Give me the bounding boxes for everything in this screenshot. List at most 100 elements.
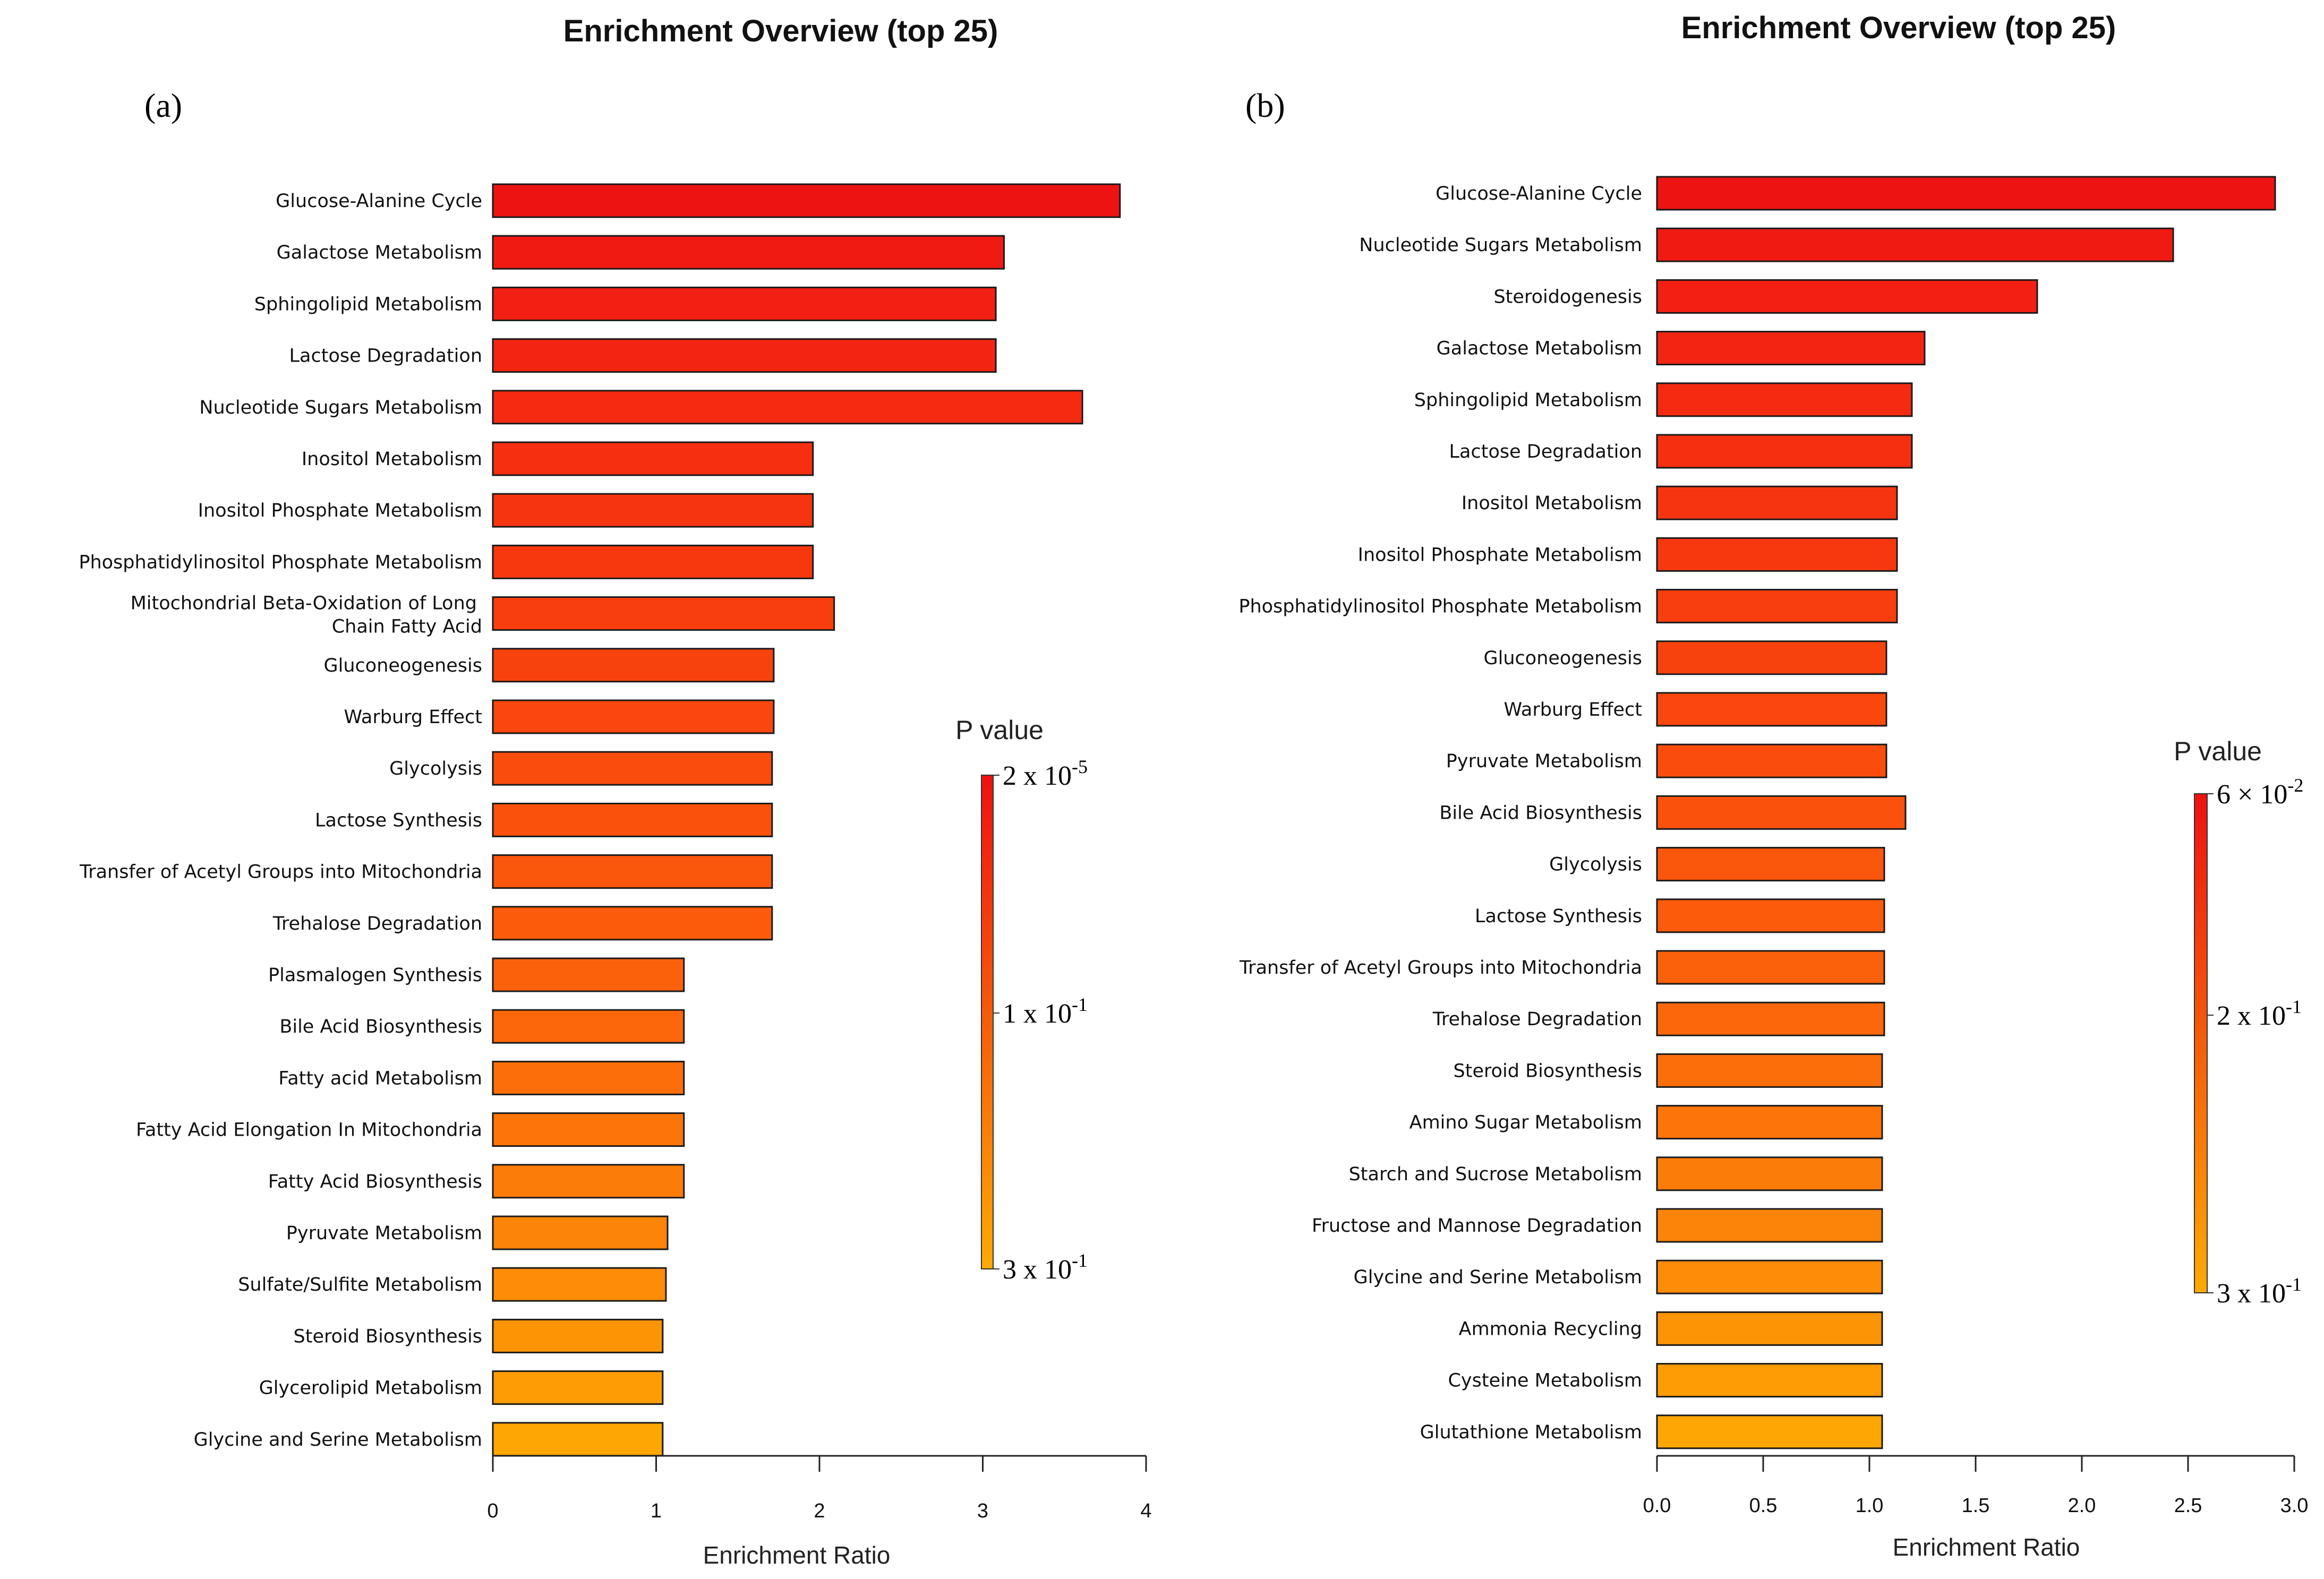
bar — [1656, 382, 1913, 417]
bar — [1656, 589, 1898, 624]
category-label: Fatty Acid Elongation In Mitochondria — [136, 1120, 482, 1141]
pvalue-legend-b: P value 6 × 10-2 2 x 10-1 3 x 10-1 — [2174, 736, 2303, 1309]
bar — [1656, 898, 1885, 933]
chart-panel-a: Enrichment Overview (top 25) (a) Glucose… — [79, 14, 1151, 1569]
bars-a — [492, 183, 1121, 1457]
bar — [1656, 1105, 1883, 1140]
category-label: Inositol Phosphate Metabolism — [198, 500, 482, 521]
legend-tick-label: 2 x 10-1 — [2217, 996, 2302, 1031]
panel-label-a: (a) — [144, 87, 182, 124]
category-label: Sphingolipid Metabolism — [254, 294, 482, 315]
pvalue-legend-a: P value 2 x 10-5 1 x 10-1 3 x 10-1 — [955, 715, 1088, 1285]
bar — [492, 1112, 685, 1147]
bar — [1656, 1259, 1883, 1294]
legend-tick-label: 6 × 10-2 — [2217, 775, 2303, 810]
category-label: Transfer of Acetyl Groups into Mitochond… — [79, 862, 482, 883]
category-label: Phosphatidylinositol Phosphate Metabolis… — [1238, 596, 1642, 617]
category-label: Lactose Degradation — [289, 346, 482, 367]
bar — [492, 802, 773, 837]
category-label: Trehalose Degradation — [1432, 1009, 1642, 1030]
category-label: Trehalose Degradation — [272, 913, 482, 934]
x-tick-label: 2.0 — [2068, 1495, 2096, 1517]
category-labels-b: Glucose-Alanine Cycle Nucleotide Sugars M… — [1238, 183, 1642, 1443]
x-tick-label: 0.0 — [1643, 1495, 1671, 1517]
category-label: Sulfate/Sulfite Metabolism — [238, 1274, 482, 1295]
category-label: Glycine and Serine Metabolism — [194, 1429, 482, 1451]
bar — [492, 544, 814, 579]
x-axis-a: 0 1 2 3 4 — [487, 1455, 1152, 1522]
x-tick-label: 0.5 — [1749, 1495, 1778, 1517]
bar — [492, 1215, 669, 1250]
bar — [492, 235, 1005, 270]
category-label: Lactose Synthesis — [1475, 906, 1642, 927]
bar — [492, 338, 997, 373]
legend-tick-label: 3 x 10-1 — [1003, 1250, 1088, 1285]
bars-b — [1656, 176, 2276, 1449]
category-label: Pyruvate Metabolism — [286, 1223, 482, 1244]
bar — [1656, 537, 1898, 572]
bar — [492, 286, 997, 321]
pvalue-colorbar — [981, 775, 994, 1269]
bar — [492, 906, 773, 941]
legend-tick-label: 3 x 10-1 — [2217, 1274, 2302, 1309]
bar — [492, 493, 814, 528]
x-tick-label: 2.5 — [2174, 1495, 2202, 1517]
category-label: Sphingolipid Metabolism — [1414, 390, 1642, 411]
bar — [1656, 279, 2038, 314]
bar — [1656, 743, 1887, 778]
bar — [492, 183, 1121, 218]
category-label: Galactose Metabolism — [1437, 338, 1642, 359]
category-label: Steroid Biosynthesis — [294, 1326, 483, 1347]
bar — [492, 751, 773, 786]
legend-title: P value — [955, 715, 1044, 745]
category-label: Glycolysis — [1549, 854, 1642, 876]
category-label: Inositol Metabolism — [1462, 493, 1642, 514]
bar — [1656, 227, 2174, 262]
x-axis-label-a: Enrichment Ratio — [703, 1541, 891, 1569]
x-axis-label-b: Enrichment Ratio — [1893, 1533, 2080, 1561]
bar — [1656, 640, 1887, 675]
category-label: Glycolysis — [389, 758, 482, 779]
category-label: Nucleotide Sugars Metabolism — [1359, 235, 1642, 256]
bar — [492, 854, 773, 889]
bar — [492, 1060, 685, 1095]
category-label: Pyruvate Metabolism — [1446, 751, 1642, 772]
category-label: Glucose-Alanine Cycle — [276, 191, 482, 212]
x-tick-label: 3.0 — [2280, 1495, 2309, 1517]
bar — [1656, 795, 1907, 830]
x-tick-label: 3 — [977, 1500, 988, 1522]
category-label: Glycine and Serine Metabolism — [1354, 1267, 1642, 1288]
category-label: Lactose Degradation — [1449, 441, 1642, 462]
category-label: Nucleotide Sugars Metabolism — [199, 397, 482, 418]
category-label: Warburg Effect — [344, 707, 482, 728]
x-tick-label: 1 — [651, 1500, 662, 1522]
bar — [1656, 1208, 1883, 1243]
category-label: Bile Acid Biosynthesis — [279, 1016, 482, 1037]
bar — [492, 699, 775, 734]
bar — [1656, 1001, 1885, 1036]
bar — [492, 441, 814, 476]
bar — [492, 596, 835, 631]
bar — [1656, 331, 1926, 366]
bar — [1656, 485, 1898, 520]
category-label: Warburg Effect — [1504, 699, 1642, 720]
category-label: Amino Sugar Metabolism — [1409, 1112, 1642, 1134]
category-label: Fatty acid Metabolism — [278, 1068, 482, 1089]
category-label: Inositol Phosphate Metabolism — [1358, 544, 1642, 565]
bar — [492, 1009, 685, 1044]
category-label: Inositol Metabolism — [302, 449, 482, 470]
bar — [1656, 1156, 1883, 1191]
pvalue-colorbar — [2194, 793, 2208, 1293]
category-label: Mitochondrial Beta-Oxidation of Long Chai… — [131, 593, 482, 638]
x-tick-label: 2 — [814, 1500, 825, 1522]
x-axis-b: 0.0 0.5 1.0 1.5 2.0 2.5 3.0 — [1643, 1455, 2309, 1517]
bar — [1656, 434, 1913, 469]
category-label: Starch and Sucrose Metabolism — [1349, 1164, 1642, 1185]
category-label: Glycerolipid Metabolism — [259, 1378, 482, 1399]
category-label: Plasmalogen Synthesis — [268, 965, 482, 986]
category-label: Galactose Metabolism — [277, 242, 482, 263]
legend-tick-label: 2 x 10-5 — [1003, 756, 1088, 791]
bar — [1656, 1414, 1883, 1449]
bar — [492, 957, 685, 992]
bar — [1656, 950, 1885, 985]
